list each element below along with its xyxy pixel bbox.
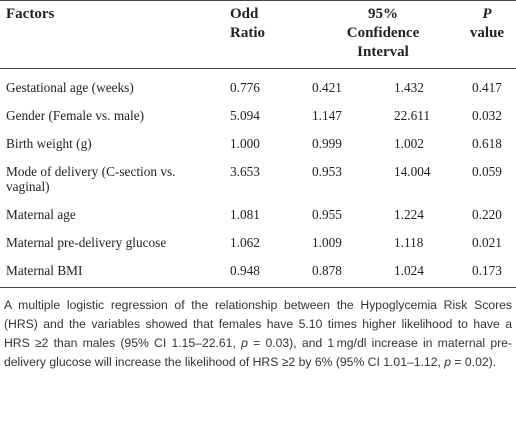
factor-cell: Birth weight (g) (6, 136, 92, 151)
header-text: 95% Confidence Interval (346, 6, 420, 60)
caption-italic: p (241, 336, 248, 350)
value-cell: 0.618 (472, 136, 502, 151)
value-cell: 1.000 (230, 136, 260, 151)
value-cell: 1.002 (394, 136, 424, 151)
value-cell: 0.417 (472, 80, 502, 95)
value-cell: 5.094 (230, 108, 260, 123)
factor-cell: Mode of delivery (C-section vs. vaginal) (6, 164, 176, 194)
value-cell: 3.653 (230, 164, 260, 179)
header-cell: Odd Ratio (222, 0, 308, 69)
value-cell: 1.118 (394, 235, 424, 250)
value-cell: 0.955 (312, 207, 342, 222)
value-cell: 1.062 (230, 235, 260, 250)
value-cell: 14.004 (394, 164, 431, 179)
header-cell: 95% Confidence Interval (308, 0, 458, 69)
header-text: value (469, 25, 505, 41)
value-cell: 0.878 (308, 257, 390, 288)
caption: A multiple logistic regression of the re… (0, 288, 516, 372)
caption-text: = 0.02). (451, 355, 497, 369)
caption-text: = 0.03), and 1 mg/dl increase in materna… (4, 336, 512, 369)
value-cell: 1.024 (390, 257, 458, 288)
value-cell: 1.224 (394, 207, 424, 222)
value-cell: 0.776 (230, 80, 260, 95)
table-body: Gestational age (weeks) 0.776 0.421 1.432 0.… (0, 69, 516, 288)
value-cell: 0.021 (472, 235, 502, 250)
results-table: Factors Odd Ratio 95% Confidence Interva… (0, 0, 516, 288)
value-cell: 1.009 (312, 235, 342, 250)
value-cell: 0.059 (472, 164, 502, 179)
factor-cell: Maternal age (6, 207, 76, 222)
factor-cell: Maternal pre-delivery glucose (6, 235, 167, 250)
value-cell: 1.147 (312, 108, 342, 123)
table-header: Factors Odd Ratio 95% Confidence Interva… (0, 0, 516, 69)
value-cell: 0.421 (312, 80, 342, 95)
header-text: Odd Ratio (230, 6, 265, 41)
header-text: P (482, 6, 492, 22)
value-cell: 0.999 (312, 136, 342, 151)
value-cell: 0.173 (458, 257, 516, 288)
table-row: Maternal age 1.081 0.955 1.224 0.220 (0, 201, 516, 229)
factor-cell: Maternal BMI (0, 257, 222, 288)
table-row: Gender (Female vs. male) 5.094 1.147 22.611… (0, 102, 516, 130)
value-cell: 0.220 (472, 207, 502, 222)
table-row: Maternal BMI 0.948 0.878 1.024 0.173 (0, 257, 516, 288)
header-row: Factors Odd Ratio 95% Confidence Interva… (0, 0, 516, 69)
factor-cell: Gender (Female vs. male) (6, 108, 145, 123)
table-row: Gestational age (weeks) 0.776 0.421 1.432 0.… (0, 69, 516, 103)
factor-cell: Gestational age (weeks) (6, 80, 134, 95)
value-cell: 1.432 (394, 80, 424, 95)
table-row: Maternal pre-delivery glucose 1.062 1.009 1… (0, 229, 516, 257)
header-cell: Factors (0, 0, 222, 69)
value-cell: 22.611 (394, 108, 431, 123)
value-cell: 1.081 (230, 207, 260, 222)
table-row: Birth weight (g) 1.000 0.999 1.002 0.618 (0, 130, 516, 158)
value-cell: 0.032 (472, 108, 502, 123)
caption-text: A multiple logistic regression of the re… (4, 298, 512, 350)
table-row: Mode of delivery (C-section vs. vaginal)… (0, 158, 516, 201)
value-cell: 0.953 (312, 164, 342, 179)
value-cell: 0.948 (222, 257, 308, 288)
caption-italic: p (444, 355, 452, 369)
